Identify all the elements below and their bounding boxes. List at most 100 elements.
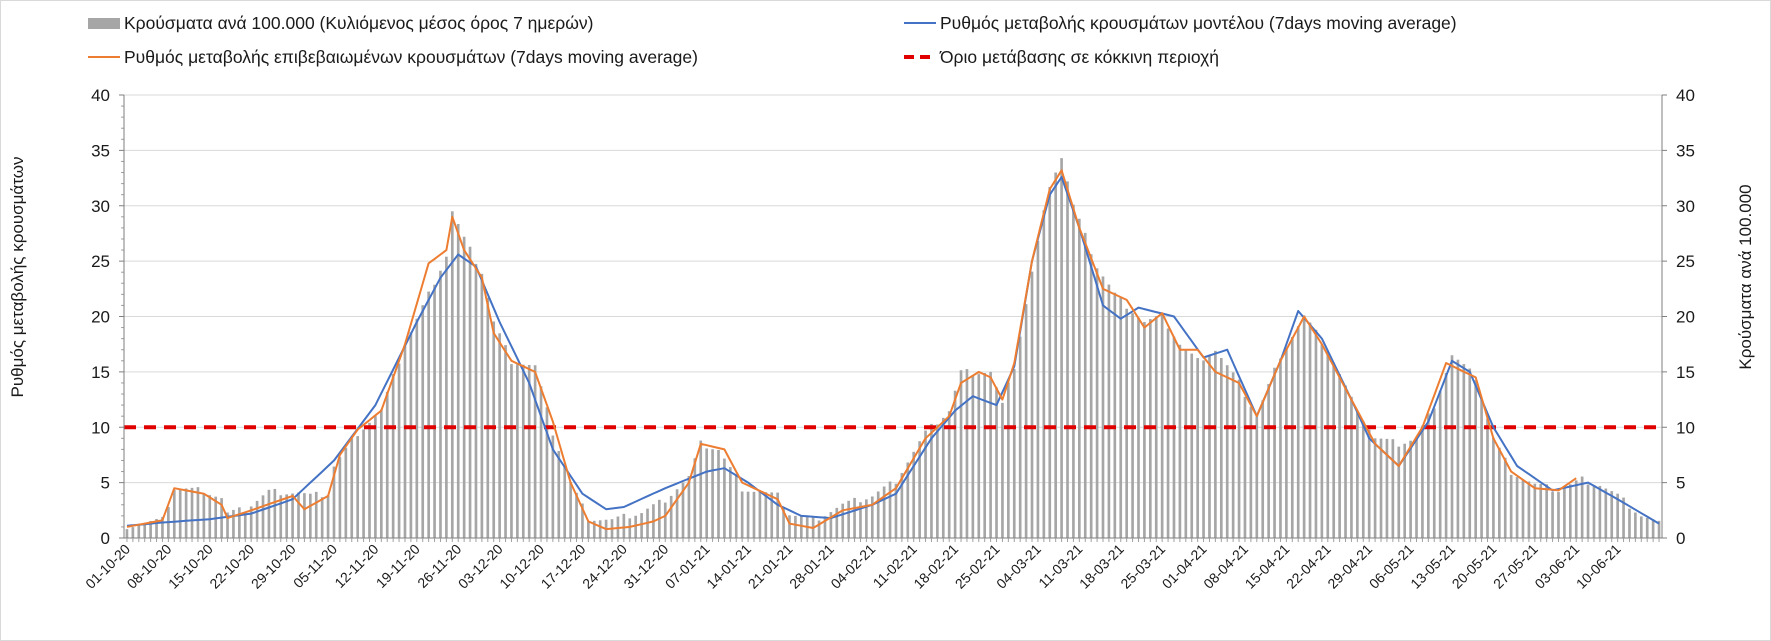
y-tick-label-right: 35	[1676, 141, 1695, 160]
bar	[415, 318, 419, 538]
bar	[1078, 218, 1081, 538]
bar	[516, 364, 519, 538]
bar	[238, 507, 241, 538]
bar	[1551, 491, 1554, 538]
bar	[1604, 488, 1608, 538]
bar	[379, 409, 383, 538]
bar	[439, 270, 442, 538]
bar	[539, 386, 543, 538]
bar	[1610, 491, 1614, 538]
y-tick-label-right: 20	[1676, 308, 1695, 327]
bar	[1172, 336, 1176, 538]
bar	[687, 475, 691, 538]
bar	[865, 499, 868, 538]
bar	[788, 515, 791, 538]
bar	[1503, 457, 1507, 538]
y-tick-label-left: 35	[91, 141, 110, 160]
line-series	[126, 169, 1660, 531]
bar	[628, 518, 632, 538]
bar	[1060, 158, 1063, 538]
x-tick-label: 13-05-21	[1407, 541, 1458, 592]
bar	[1657, 520, 1661, 538]
x-tick-label: 05-11-20	[290, 541, 340, 591]
bar	[717, 449, 720, 538]
bar	[279, 495, 283, 538]
bar	[1580, 476, 1584, 538]
bar	[669, 495, 673, 538]
bar	[1214, 350, 1217, 538]
x-tick-label: 08-10-20	[124, 541, 175, 592]
bar	[1385, 438, 1389, 538]
bar	[1208, 355, 1211, 538]
bar	[533, 365, 537, 538]
bar	[131, 527, 135, 538]
bar	[953, 390, 957, 538]
bar	[693, 458, 697, 538]
x-tick-label: 14-01-21	[703, 541, 754, 592]
bar	[492, 321, 496, 538]
bar	[172, 489, 176, 538]
y-tick-label-left: 15	[91, 363, 110, 382]
bar	[1438, 390, 1442, 538]
x-tick-label: 04-03-21	[993, 541, 1044, 592]
x-tick-label: 06-05-21	[1366, 541, 1417, 592]
bar	[1568, 484, 1572, 538]
bar	[853, 497, 856, 538]
legend-label: Κρούσματα ανά 100.000 (Κυλιόμενος μέσος …	[124, 13, 593, 33]
bar	[1285, 347, 1288, 538]
bar	[1480, 399, 1483, 538]
bar	[521, 364, 525, 538]
bar	[1515, 477, 1519, 538]
bar	[876, 491, 880, 538]
bar	[1397, 446, 1401, 538]
bar	[1338, 374, 1341, 538]
x-tick-label: 03-06-21	[1531, 541, 1582, 592]
bar	[1007, 382, 1010, 538]
y-tick-label-right: 0	[1676, 529, 1685, 548]
bar	[143, 523, 147, 538]
bar	[249, 506, 253, 538]
bar	[1486, 418, 1489, 538]
bar	[894, 483, 898, 538]
bar	[178, 489, 182, 538]
bar	[989, 371, 992, 538]
bar	[835, 507, 839, 538]
bar	[1409, 440, 1412, 538]
bar	[1509, 474, 1513, 538]
bar	[1539, 484, 1543, 538]
bar	[368, 422, 371, 538]
bar	[1421, 425, 1424, 538]
bar	[486, 297, 490, 538]
bar	[285, 494, 289, 538]
bar	[309, 493, 312, 538]
bar	[817, 520, 821, 538]
x-tick-label: 27-05-21	[1490, 541, 1541, 592]
bar	[184, 488, 188, 538]
bar	[1332, 362, 1336, 538]
x-tick-label: 07-01-21	[662, 541, 713, 592]
bar	[859, 502, 862, 538]
bar	[1391, 439, 1395, 538]
bar	[155, 518, 158, 538]
bar	[912, 451, 916, 538]
bar	[1125, 308, 1128, 538]
bar	[527, 364, 531, 538]
bar	[870, 496, 874, 538]
bar-series	[125, 158, 1661, 539]
bar	[1273, 367, 1276, 538]
bar	[1586, 484, 1590, 538]
bar	[1403, 443, 1407, 538]
bar	[385, 391, 389, 538]
bar	[575, 492, 578, 538]
bar	[971, 375, 975, 538]
bar	[314, 491, 318, 538]
bar	[1012, 369, 1016, 538]
bar	[794, 515, 797, 538]
x-tick-label: 21-01-21	[745, 541, 796, 592]
bar	[1639, 516, 1643, 538]
y-tick-label-right: 15	[1676, 363, 1695, 382]
y-tick-label-left: 0	[101, 529, 110, 548]
bar	[1024, 304, 1028, 538]
bar	[1521, 479, 1525, 538]
bar	[1456, 359, 1460, 538]
